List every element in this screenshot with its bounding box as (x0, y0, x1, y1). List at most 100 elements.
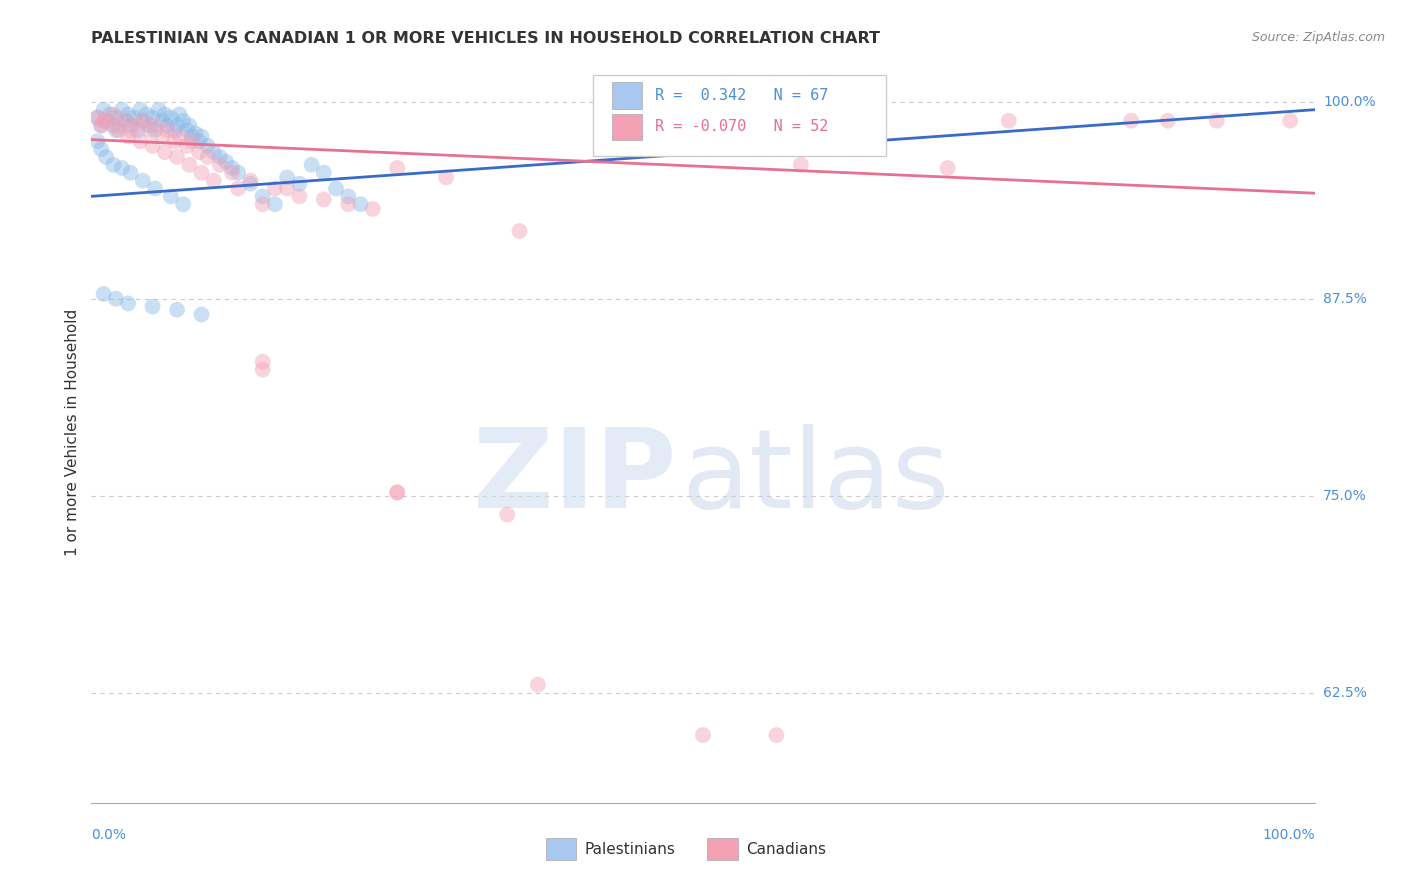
Point (150, 113, 173, 128)
Point (692, 728, 714, 742)
Point (93, 103, 115, 117)
Point (239, 177, 262, 191)
Point (790, 158, 813, 172)
Point (202, 145, 225, 160)
Point (509, 224, 531, 238)
Point (180, 129, 202, 144)
Point (104, 111, 127, 125)
Point (264, 197, 287, 211)
Point (104, 292, 127, 306)
Point (496, 508, 519, 522)
Point (107, 123, 129, 137)
Point (208, 158, 231, 172)
Point (190, 308, 212, 322)
Point (153, 145, 176, 160)
Point (141, 139, 163, 153)
FancyBboxPatch shape (593, 75, 887, 156)
Point (127, 123, 149, 137)
Text: 75.0%: 75.0% (1323, 489, 1367, 502)
Text: 100.0%: 100.0% (1323, 95, 1375, 109)
Point (1157, 113, 1180, 128)
Point (385, 485, 409, 500)
Point (179, 158, 201, 172)
Point (163, 134, 186, 148)
Text: PALESTINIAN VS CANADIAN 1 OR MORE VEHICLES IN HOUSEHOLD CORRELATION CHART: PALESTINIAN VS CANADIAN 1 OR MORE VEHICL… (91, 31, 880, 46)
Point (139, 119, 162, 133)
Point (276, 170, 298, 185)
Point (141, 300, 163, 314)
Point (179, 119, 201, 133)
Point (288, 177, 311, 191)
Point (226, 181, 249, 195)
Text: Source: ZipAtlas.com: Source: ZipAtlas.com (1251, 31, 1385, 45)
Point (156, 119, 179, 133)
Text: ZIP: ZIP (472, 424, 676, 531)
Point (93, 287, 115, 301)
Point (94, 113, 117, 128)
Point (176, 139, 198, 153)
Point (103, 107, 125, 121)
Point (325, 181, 347, 195)
Point (190, 129, 212, 144)
Point (264, 181, 287, 195)
Point (197, 150, 219, 164)
Point (163, 123, 186, 137)
Point (132, 173, 155, 187)
Point (184, 126, 207, 140)
Point (153, 107, 176, 121)
Point (129, 103, 152, 117)
Point (120, 123, 142, 137)
Point (434, 170, 457, 185)
FancyBboxPatch shape (613, 82, 643, 109)
Point (98, 107, 121, 121)
Point (226, 166, 249, 180)
Point (765, 728, 787, 742)
Point (94, 113, 117, 128)
FancyBboxPatch shape (613, 113, 643, 140)
Point (221, 161, 243, 175)
Point (143, 123, 166, 137)
Text: 100.0%: 100.0% (1263, 828, 1315, 842)
Point (197, 139, 219, 153)
Text: 62.5%: 62.5% (1323, 686, 1367, 699)
Point (90, 119, 112, 133)
Point (86, 134, 108, 148)
Point (301, 158, 323, 172)
Point (93, 113, 115, 128)
Point (120, 166, 142, 180)
Point (936, 161, 959, 175)
Point (337, 197, 360, 211)
Point (94, 150, 117, 164)
Point (114, 113, 136, 128)
Point (120, 119, 142, 133)
Text: Canadians: Canadians (747, 842, 827, 856)
Point (252, 362, 274, 376)
Point (103, 158, 125, 172)
Point (143, 119, 166, 133)
Point (172, 113, 194, 128)
Point (156, 123, 179, 137)
Point (312, 193, 335, 207)
Text: R = -0.070   N = 52: R = -0.070 N = 52 (655, 120, 828, 135)
Point (188, 145, 211, 160)
Point (385, 485, 409, 500)
Point (90, 142, 112, 156)
Text: 0.0%: 0.0% (91, 828, 127, 842)
Point (160, 189, 183, 203)
Text: Palestinians: Palestinians (585, 842, 676, 856)
Point (385, 161, 409, 175)
Y-axis label: 1 or more Vehicles in Household: 1 or more Vehicles in Household (65, 309, 80, 557)
Point (139, 123, 162, 137)
Text: R =  0.342   N = 67: R = 0.342 N = 67 (655, 88, 828, 103)
Point (276, 181, 298, 195)
Point (312, 166, 335, 180)
Point (215, 154, 238, 169)
Point (90, 119, 112, 133)
Point (117, 107, 139, 121)
Point (252, 355, 274, 369)
Point (202, 173, 225, 187)
Point (527, 678, 550, 692)
Point (166, 119, 188, 133)
Point (166, 150, 188, 164)
Point (103, 119, 125, 133)
